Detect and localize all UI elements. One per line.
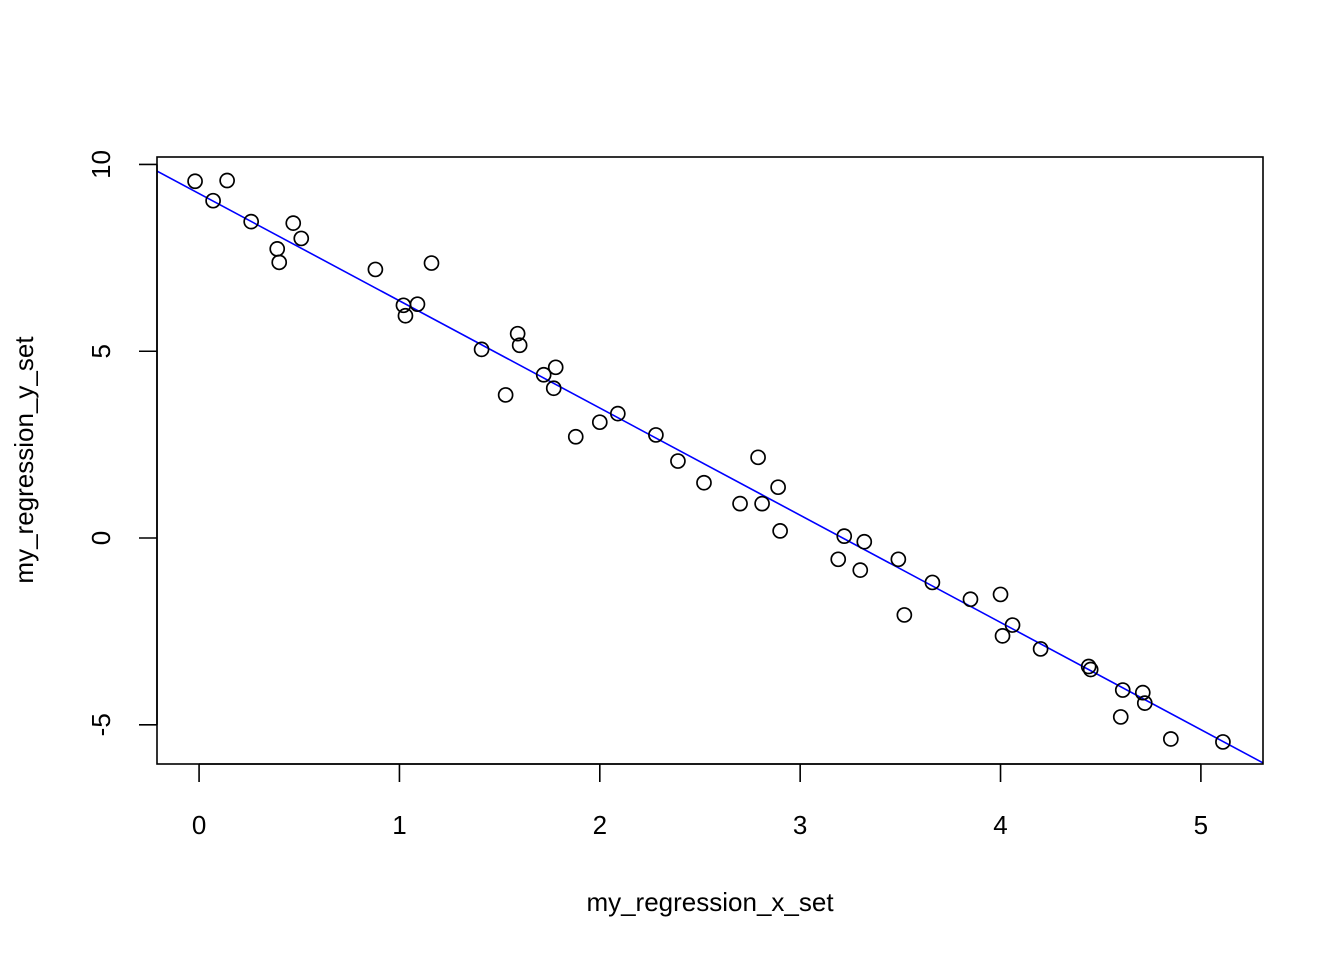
data-point bbox=[271, 254, 288, 271]
data-point bbox=[497, 387, 514, 403]
data-point bbox=[293, 230, 310, 247]
data-point bbox=[992, 586, 1009, 603]
data-point bbox=[509, 325, 526, 342]
data-point bbox=[409, 296, 426, 313]
x-tick-label: 3 bbox=[793, 810, 807, 840]
data-point bbox=[205, 192, 221, 209]
y-tick-label: 10 bbox=[86, 150, 116, 179]
data-point bbox=[397, 307, 414, 324]
data-point bbox=[696, 474, 712, 491]
data-point bbox=[1082, 661, 1099, 678]
data-point bbox=[1114, 682, 1131, 698]
data-point bbox=[924, 574, 941, 591]
y-axis: -5 0 5 10 bbox=[86, 150, 158, 736]
data-point bbox=[750, 449, 766, 466]
y-tick-label: -5 bbox=[86, 713, 116, 736]
data-point bbox=[269, 241, 286, 257]
data-point bbox=[856, 533, 873, 550]
y-axis-title: my_regression_y_set bbox=[9, 336, 39, 584]
regression-line bbox=[157, 170, 1263, 764]
data-point bbox=[1112, 709, 1129, 725]
x-tick-label: 1 bbox=[392, 810, 406, 840]
data-point bbox=[243, 213, 260, 230]
x-tick-label: 2 bbox=[593, 810, 607, 840]
data-point bbox=[423, 255, 440, 271]
data-point bbox=[670, 453, 686, 469]
data-point bbox=[1136, 695, 1153, 711]
data-point bbox=[473, 341, 490, 358]
data-point bbox=[591, 414, 608, 431]
y-tick-label: 5 bbox=[86, 344, 116, 358]
x-axis: 0 1 2 3 4 5 bbox=[192, 763, 1208, 840]
data-point bbox=[567, 428, 584, 445]
data-point bbox=[609, 405, 626, 422]
data-point bbox=[1215, 734, 1231, 750]
x-axis-title: my_regression_x_set bbox=[586, 887, 834, 917]
data-point bbox=[830, 551, 847, 568]
data-point bbox=[648, 427, 664, 443]
y-tick-label: 0 bbox=[86, 531, 116, 545]
data-point bbox=[1162, 731, 1179, 747]
data-point bbox=[367, 261, 384, 278]
data-point bbox=[1080, 658, 1097, 675]
data-point bbox=[285, 215, 302, 231]
data-point bbox=[890, 551, 907, 568]
data-point bbox=[1134, 684, 1151, 701]
data-point bbox=[547, 359, 564, 376]
data-point bbox=[962, 591, 979, 608]
data-point bbox=[732, 495, 748, 512]
data-point bbox=[994, 628, 1011, 644]
data-point bbox=[770, 479, 786, 496]
data-point bbox=[535, 366, 552, 383]
data-point bbox=[896, 607, 913, 623]
data-point bbox=[511, 337, 528, 354]
data-point bbox=[836, 528, 853, 544]
data-point bbox=[754, 495, 770, 512]
data-point bbox=[219, 172, 235, 189]
x-tick-label: 5 bbox=[1194, 810, 1208, 840]
data-point bbox=[852, 562, 869, 578]
data-point bbox=[772, 523, 788, 539]
data-point bbox=[1032, 641, 1049, 657]
x-tick-label: 4 bbox=[993, 810, 1007, 840]
data-point bbox=[545, 380, 562, 397]
x-tick-label: 0 bbox=[192, 810, 206, 840]
plot-marks bbox=[157, 170, 1263, 764]
data-point bbox=[1004, 617, 1021, 633]
data-point bbox=[187, 173, 203, 190]
